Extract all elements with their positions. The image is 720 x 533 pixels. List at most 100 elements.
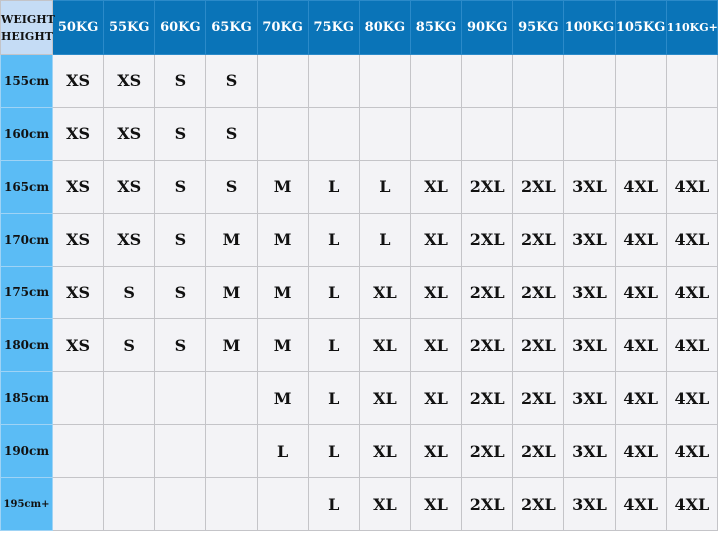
size-cell: S: [154, 159, 207, 214]
size-cell: 4XL: [614, 424, 667, 478]
size-cell: [563, 106, 616, 161]
size-cell: 4XL: [614, 159, 667, 214]
size-cell: 4XL: [665, 265, 719, 320]
table-row: 160cm XS XS S S: [0, 106, 719, 161]
size-cell: L: [307, 424, 360, 478]
size-cell: [51, 477, 105, 531]
weight-header: 90KG: [461, 0, 514, 55]
size-cell: 2XL: [461, 212, 514, 267]
weight-header: 100KG: [563, 0, 616, 55]
size-cell: [103, 477, 156, 531]
height-header: 190cm: [0, 424, 53, 478]
size-cell: 4XL: [614, 318, 667, 373]
weight-header: 85KG: [409, 0, 463, 55]
size-cell: XL: [409, 477, 463, 531]
size-cell: XL: [409, 212, 463, 267]
size-cell: XL: [358, 318, 411, 373]
size-cell: 2XL: [512, 477, 565, 531]
size-cell: M: [256, 212, 309, 267]
header-row: WEIGHT HEIGHT 50KG 55KG 60KG 65KG 70KG 75KG 80…: [0, 0, 719, 55]
size-cell: 4XL: [665, 424, 719, 478]
size-cell: XS: [103, 159, 156, 214]
size-cell: XS: [51, 54, 105, 108]
size-cell: [307, 54, 360, 108]
size-cell: M: [205, 318, 258, 373]
size-cell: [358, 54, 411, 108]
size-cell: S: [103, 265, 156, 320]
size-cell: L: [358, 159, 411, 214]
size-cell: XL: [358, 371, 411, 426]
height-header: 170cm: [0, 212, 53, 267]
height-label: HEIGHT: [1, 29, 53, 43]
size-cell: 3XL: [563, 424, 616, 478]
corner-header: WEIGHT HEIGHT: [0, 0, 55, 55]
height-header: 180cm: [0, 318, 53, 373]
size-cell: XS: [103, 54, 156, 108]
weight-label: WEIGHT: [1, 12, 55, 26]
size-cell: S: [205, 54, 258, 108]
size-cell: [51, 371, 105, 426]
size-cell: [205, 371, 258, 426]
size-cell: L: [307, 212, 360, 267]
size-cell: [154, 477, 207, 531]
size-cell: S: [154, 54, 207, 108]
weight-header: 50KG: [51, 0, 105, 55]
size-cell: 2XL: [512, 159, 565, 214]
size-cell: XS: [103, 212, 156, 267]
size-cell: 4XL: [665, 159, 719, 214]
size-cell: 2XL: [512, 318, 565, 373]
size-cell: S: [205, 159, 258, 214]
size-cell: [512, 106, 565, 161]
size-cell: 4XL: [665, 318, 719, 373]
size-cell: [103, 424, 156, 478]
table-row: 195cm+ L XL XL 2XL 2XL 3XL 4XL 4XL: [0, 477, 719, 531]
size-cell: L: [307, 265, 360, 320]
size-cell: [154, 371, 207, 426]
size-cell: [409, 106, 463, 161]
size-cell: 3XL: [563, 159, 616, 214]
size-cell: L: [307, 371, 360, 426]
size-cell: S: [103, 318, 156, 373]
size-cell: [205, 424, 258, 478]
size-cell: [665, 54, 719, 108]
table-row: 165cm XS XS S S M L L XL 2XL 2XL 3XL 4XL 4XL: [0, 159, 719, 214]
size-cell: 2XL: [461, 371, 514, 426]
size-cell: L: [358, 212, 411, 267]
table-row: 170cm XS XS S M M L L XL 2XL 2XL 3XL 4XL 4XL: [0, 212, 719, 267]
height-header: 185cm: [0, 371, 53, 426]
size-cell: S: [154, 212, 207, 267]
size-cell: XL: [358, 265, 411, 320]
size-cell: XL: [358, 424, 411, 478]
weight-header: 75KG: [307, 0, 360, 55]
size-cell: 2XL: [461, 159, 514, 214]
size-cell: XL: [409, 424, 463, 478]
size-cell: XS: [51, 159, 105, 214]
size-cell: 4XL: [614, 212, 667, 267]
size-cell: 2XL: [512, 265, 565, 320]
size-cell: [103, 371, 156, 426]
size-cell: [461, 54, 514, 108]
size-cell: 4XL: [614, 477, 667, 531]
size-cell: [154, 424, 207, 478]
weight-header: 80KG: [358, 0, 411, 55]
size-cell: 2XL: [461, 477, 514, 531]
size-cell: [563, 54, 616, 108]
size-cell: L: [307, 477, 360, 531]
table-row: 175cm XS S S M M L XL XL 2XL 2XL 3XL 4XL 4XL: [0, 265, 719, 320]
size-cell: 3XL: [563, 318, 616, 373]
table-row: 190cm L L XL XL 2XL 2XL 3XL 4XL 4XL: [0, 424, 719, 478]
weight-header: 95KG: [512, 0, 565, 55]
weight-header: 105KG: [614, 0, 667, 55]
size-cell: L: [307, 159, 360, 214]
size-cell: XS: [51, 106, 105, 161]
size-cell: [307, 106, 360, 161]
height-header: 195cm+: [0, 477, 53, 531]
size-cell: M: [256, 159, 309, 214]
size-cell: 3XL: [563, 212, 616, 267]
size-cell: [512, 54, 565, 108]
weight-header: 65KG: [205, 0, 258, 55]
size-cell: 3XL: [563, 265, 616, 320]
size-cell: S: [154, 265, 207, 320]
size-cell: [409, 54, 463, 108]
